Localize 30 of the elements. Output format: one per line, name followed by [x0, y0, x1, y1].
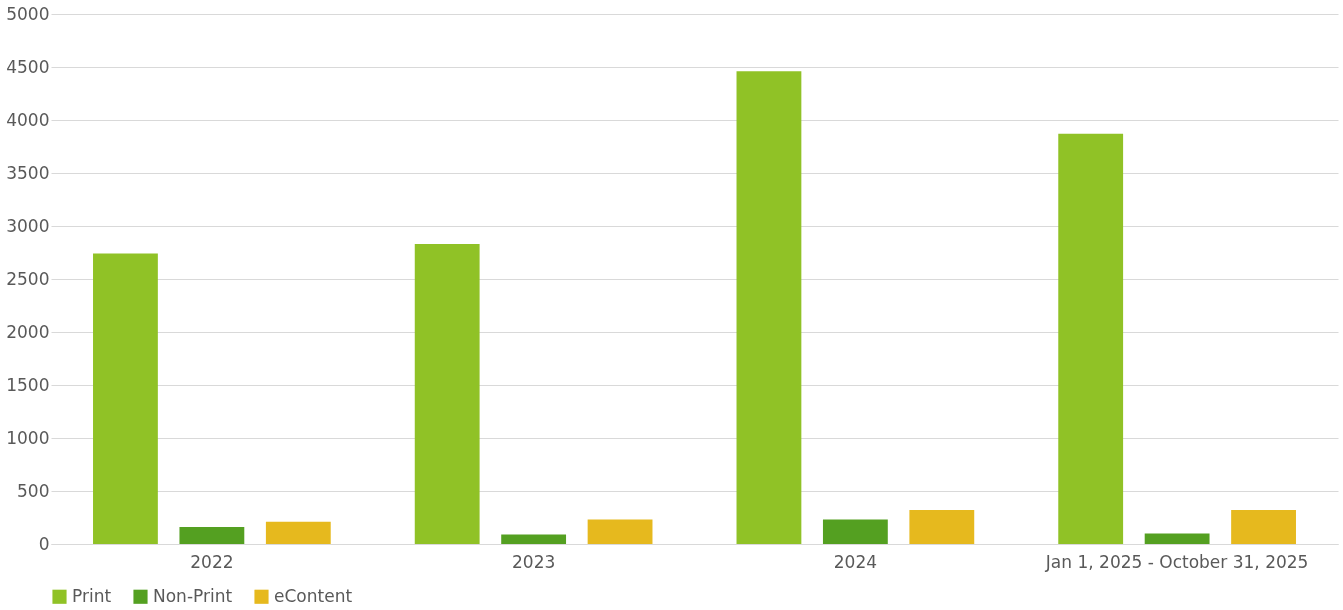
bar	[265, 521, 331, 544]
bar	[1231, 510, 1296, 544]
bar	[736, 71, 802, 544]
bar	[909, 510, 975, 544]
y-tick-label: 5000	[6, 3, 50, 24]
bar	[501, 534, 567, 544]
y-tick-label: 500	[17, 480, 50, 501]
bar	[179, 527, 245, 544]
bar	[414, 244, 480, 544]
x-tick-label: 2024	[833, 551, 878, 572]
bar	[93, 253, 158, 544]
y-tick-label: 3000	[6, 215, 50, 236]
legend-label: eContent	[274, 585, 353, 606]
bar	[587, 519, 653, 544]
y-tick-label: 4000	[6, 109, 50, 130]
x-tick-label: Jan 1, 2025 - October 31, 2025	[1044, 551, 1309, 572]
x-tick-label: 2022	[190, 551, 234, 572]
y-tick-label: 0	[38, 533, 50, 554]
legend-label: Non-Print	[153, 585, 233, 606]
y-tick-label: 3500	[6, 162, 50, 183]
y-tick-label: 2500	[6, 268, 50, 289]
bar	[1058, 133, 1124, 544]
y-tick-label: 1000	[6, 427, 50, 448]
y-tick-label: 1500	[6, 374, 50, 395]
y-tick-label: 4500	[6, 56, 50, 77]
y-tick-label: 2000	[6, 321, 50, 342]
bar	[822, 519, 888, 544]
legend-label: Print	[72, 585, 112, 606]
x-tick-label: 2023	[511, 551, 556, 572]
bar	[1144, 533, 1210, 544]
